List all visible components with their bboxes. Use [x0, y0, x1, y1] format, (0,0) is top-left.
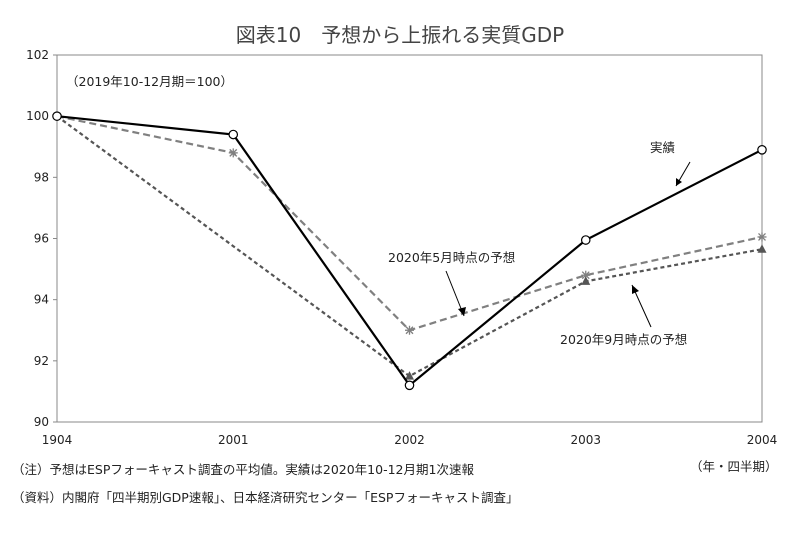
x-tick-label: 2001	[218, 433, 249, 447]
x-tick-label: 1904	[42, 433, 73, 447]
data-point-actual	[580, 235, 591, 245]
y-tick-label: 98	[34, 170, 49, 184]
y-tick-label: 90	[34, 415, 49, 429]
arrowhead-may	[458, 307, 466, 316]
chart-title: 図表10 予想から上振れる実質GDP	[236, 23, 564, 47]
label-sep-forecast: 2020年9月時点の予想	[560, 332, 687, 347]
arrowhead-actual	[676, 178, 682, 186]
data-point-actual	[757, 145, 767, 155]
x-tick-label: 2002	[394, 433, 425, 447]
data-point-actual	[404, 380, 415, 391]
data-point-actual	[52, 111, 62, 121]
series-line-2	[56, 115, 763, 378]
y-tick-label: 96	[34, 232, 49, 246]
y-tick-label: 92	[34, 354, 49, 368]
y-tick-label: 94	[34, 293, 49, 307]
label-actual: 実績	[650, 140, 675, 155]
data-point-actual	[228, 129, 239, 140]
y-tick-label: 100	[26, 109, 49, 123]
source-note: （資料）内閣府「四半期別GDP速報」、日本経済研究センター「ESPフォーキャスト…	[12, 490, 518, 505]
y-axis: 90 92 94 96 98 100 102	[26, 48, 57, 429]
data-point-sep	[757, 244, 767, 253]
x-tick-label: 2003	[570, 433, 601, 447]
base-note: （2019年10-12月期＝100）	[66, 74, 233, 89]
x-tick-label: 2004	[747, 433, 778, 447]
data-point-may	[757, 232, 767, 242]
label-may-forecast: 2020年5月時点の予想	[388, 250, 515, 265]
arrowhead-sep	[632, 285, 639, 294]
data-point-sep	[581, 276, 591, 285]
data-point-sep	[405, 371, 414, 380]
x-axis: 1904 2001 2002 2003 2004	[42, 433, 778, 447]
x-unit-label: （年・四半期）	[690, 459, 778, 474]
footnote: （注）予想はESPフォーキャスト調査の平均値。実績は2020年10-12月期1次…	[12, 462, 474, 477]
data-point-may	[228, 148, 238, 158]
data-point-may	[405, 325, 414, 335]
plot-frame	[56, 54, 763, 423]
series-layer	[52, 111, 767, 391]
y-tick-label: 102	[26, 48, 49, 62]
